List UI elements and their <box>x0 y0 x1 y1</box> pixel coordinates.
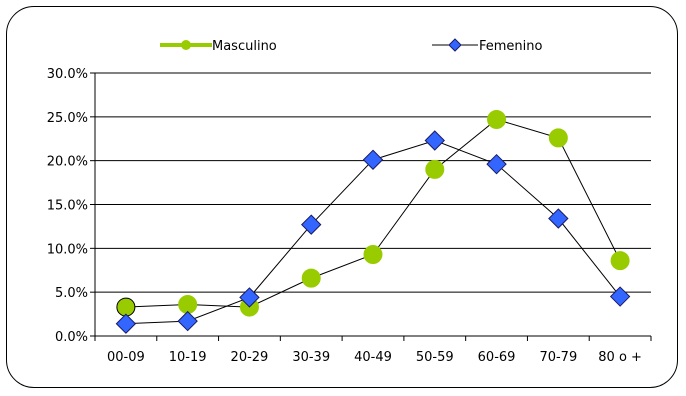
data-point-femenino <box>548 208 569 229</box>
x-tick-label: 00-09 <box>107 350 145 365</box>
data-point-femenino <box>486 153 507 175</box>
axes <box>90 72 652 341</box>
data-point-masculino <box>548 128 568 148</box>
legend-label: Femenino <box>479 39 543 54</box>
data-point-femenino <box>301 214 322 235</box>
y-tick-label: 10.0% <box>47 242 88 257</box>
y-tick-label: 25.0% <box>47 111 88 126</box>
x-tick-label: 10-19 <box>169 350 207 365</box>
data-point-masculino <box>487 109 507 129</box>
series-markers <box>115 109 631 334</box>
x-tick-label: 20-29 <box>231 350 269 365</box>
x-tick-label: 70-79 <box>539 350 577 365</box>
data-point-femenino <box>609 286 631 307</box>
y-tick-label: 5.0% <box>55 286 88 301</box>
x-tick-label: 60-69 <box>478 350 516 365</box>
x-tick-label: 30-39 <box>292 350 330 365</box>
data-point-femenino <box>115 313 137 334</box>
gridlines <box>95 72 651 293</box>
x-tick-labels: 00-09 10-19 20-29 30-39 40-49 50-59 60-69 70-79… <box>107 350 642 365</box>
data-point-masculino <box>178 294 198 314</box>
y-tick-label: 15.0% <box>47 199 88 214</box>
legend-marker <box>181 40 191 50</box>
series-line-masculino <box>125 118 621 308</box>
y-tick-label: 0.0% <box>55 330 88 345</box>
x-tick-label: 80 o + <box>598 350 642 365</box>
y-tick-labels: 0.0% 5.0% 10.0% 15.0% 20.0% 25.0% 30.0% <box>47 67 88 345</box>
data-point-femenino <box>177 310 198 332</box>
x-tick-label: 40-49 <box>354 350 392 365</box>
data-point-femenino <box>362 149 384 170</box>
data-point-femenino <box>424 130 445 151</box>
data-point-femenino <box>239 287 260 308</box>
data-point-masculino <box>610 251 630 271</box>
data-point-masculino <box>301 268 321 288</box>
legend-label: Masculino <box>212 39 277 54</box>
data-point-masculino <box>363 244 383 264</box>
data-point-masculino <box>425 159 445 179</box>
y-tick-label: 20.0% <box>47 155 88 170</box>
data-point-masculino <box>116 297 136 317</box>
y-tick-label: 30.0% <box>47 67 88 82</box>
x-tick-label: 50-59 <box>416 350 454 365</box>
legend-marker <box>448 38 462 52</box>
legend: Masculino Femenino <box>160 38 543 54</box>
